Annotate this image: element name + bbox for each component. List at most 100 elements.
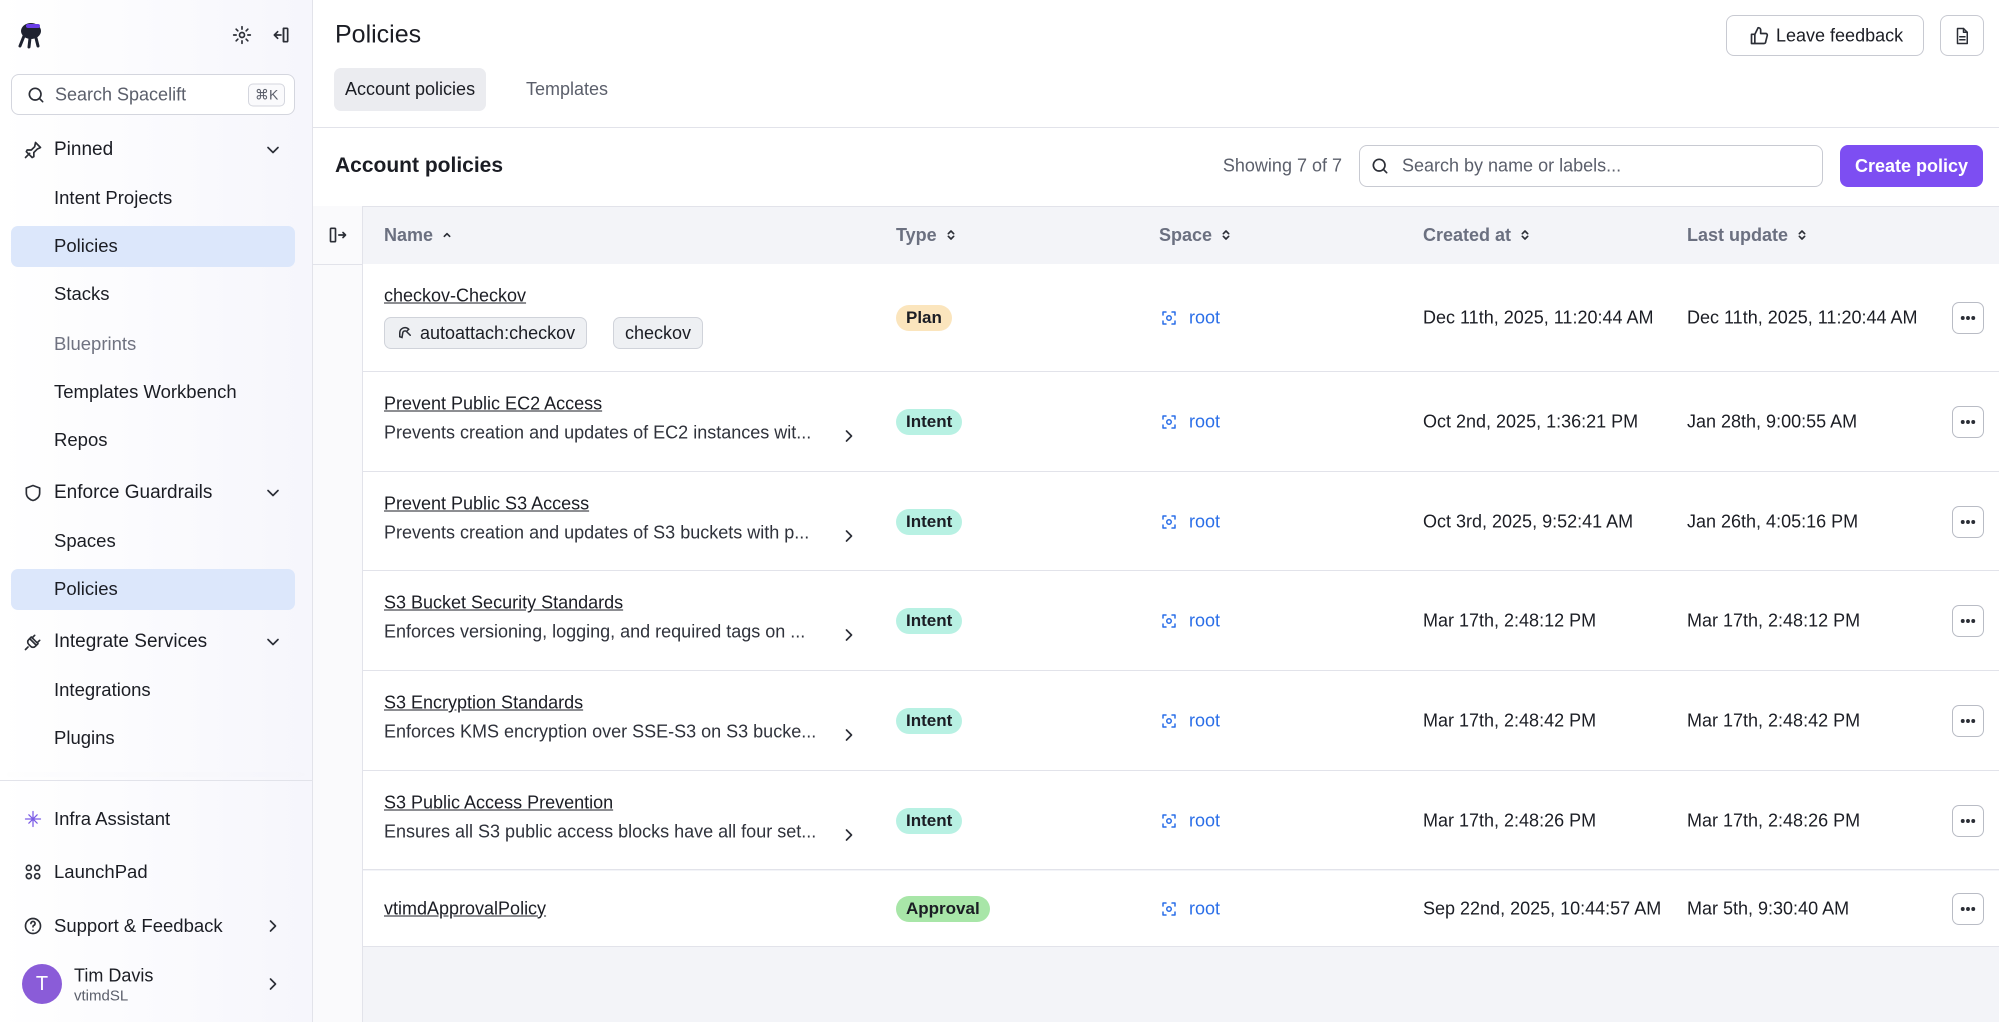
space-link[interactable]: root: [1189, 810, 1221, 831]
icon-shape: [24, 810, 42, 828]
expand-chevron: [839, 625, 859, 645]
leave-feedback-button[interactable]: Leave feedback: [1726, 15, 1924, 56]
icon-shape: [1960, 419, 1976, 424]
nav-item[interactable]: Intent Projects: [11, 178, 295, 219]
icon-shape: [1372, 158, 1388, 174]
policy-name-link[interactable]: Prevent Public EC2 Access: [384, 393, 603, 414]
type-badge: Intent: [896, 608, 963, 635]
expand-chevron: [839, 526, 859, 546]
policy-search[interactable]: Search by name or labels...: [1359, 145, 1823, 187]
row-menu-button[interactable]: [1952, 704, 1984, 737]
footer-item[interactable]: Support & Feedback: [0, 902, 312, 950]
last-update: Mar 17th, 2:48:26 PM: [1687, 810, 1861, 831]
group-icon: [23, 483, 43, 503]
create-policy-button[interactable]: Create policy: [1840, 145, 1983, 187]
icon-shape: [269, 978, 277, 990]
nav-item-label: Integrations: [54, 679, 151, 700]
icon-shape: [1960, 519, 1976, 524]
user-menu[interactable]: T Tim Davis vtimdSL: [0, 958, 312, 1010]
type-badge: Plan: [896, 305, 952, 331]
row-menu-button[interactable]: [1952, 804, 1984, 837]
nav-item[interactable]: Blueprints: [11, 324, 295, 365]
icon-shape: [1956, 27, 1968, 45]
more-icon: [1959, 712, 1977, 730]
icon-shape: [1966, 419, 1970, 424]
policy-name-link[interactable]: Prevent Public S3 Access: [384, 493, 590, 514]
icon-shape: [1162, 614, 1176, 628]
sort-icon: [1517, 227, 1533, 243]
row-menu-button[interactable]: [1952, 302, 1984, 334]
column-header[interactable]: Created at: [1423, 221, 1533, 249]
policy-name-link[interactable]: vtimdApprovalPolicy: [384, 898, 547, 918]
icon-shape: [845, 529, 853, 542]
footer-item[interactable]: Infra Assistant: [0, 795, 312, 843]
row-menu-button[interactable]: [1952, 405, 1984, 438]
space-icon: [1160, 309, 1178, 327]
column-header[interactable]: Name: [384, 221, 455, 249]
nav-item[interactable]: Policies: [11, 569, 295, 610]
page-title: Policies: [335, 20, 422, 49]
more-icon: [1959, 900, 1977, 918]
icon-shape: [238, 31, 246, 39]
icon-shape: [1162, 813, 1176, 828]
row-menu-button[interactable]: [1952, 605, 1984, 638]
created-at: Dec 11th, 2025, 11:20:44 AM: [1423, 307, 1654, 328]
icon-shape: [267, 489, 279, 497]
icon-shape: [329, 227, 347, 243]
search-placeholder: Search Spacelift: [55, 84, 187, 105]
last-update: Dec 11th, 2025, 11:20:44 AM: [1687, 307, 1918, 328]
space-link[interactable]: root: [1189, 307, 1221, 328]
policy-name-link[interactable]: checkov-Checkov: [384, 285, 527, 306]
column-label: Space: [1159, 224, 1213, 245]
footer-item[interactable]: LaunchPad: [0, 848, 312, 896]
space-icon: [1160, 413, 1178, 431]
column-header[interactable]: Type: [896, 221, 959, 249]
footer-icon: [23, 862, 43, 882]
policy-description: Enforces KMS encryption over SSE-S3 on S…: [384, 721, 817, 742]
nav-item[interactable]: Stacks: [11, 274, 295, 315]
nav-item[interactable]: Repos: [11, 420, 295, 461]
table-row: Prevent Public S3 Access Prevents creatio…: [363, 471, 1999, 572]
nav-item[interactable]: Policies: [11, 226, 295, 267]
icon-shape: [1960, 906, 1965, 911]
nav-group[interactable]: Integrate Services: [0, 618, 312, 666]
policy-name-link[interactable]: S3 Public Access Prevention: [384, 792, 614, 813]
nav-item[interactable]: Plugins: [11, 718, 295, 759]
sidebar-search[interactable]: Search Spacelift ⌘K: [11, 74, 295, 115]
table-row: S3 Bucket Security Standards Enforces ver…: [363, 571, 1999, 672]
policy-name-link[interactable]: S3 Bucket Security Standards: [384, 592, 624, 613]
tab[interactable]: Templates: [526, 79, 609, 99]
row-menu-button[interactable]: [1952, 892, 1984, 925]
space-link[interactable]: root: [1189, 710, 1221, 731]
space-link[interactable]: root: [1189, 610, 1221, 631]
icon-shape: [1960, 718, 1976, 723]
chevron-down: [263, 632, 283, 652]
row-menu-button[interactable]: [1952, 505, 1984, 538]
icon-shape: [1521, 230, 1529, 240]
column-header[interactable]: Space: [1159, 221, 1234, 249]
space-link[interactable]: root: [1189, 411, 1221, 432]
icon-shape: [1966, 818, 1970, 823]
space-link[interactable]: root: [1189, 898, 1221, 918]
icon-shape: [267, 146, 279, 154]
nav-group[interactable]: Enforce Guardrails: [0, 469, 312, 517]
space-icon: [1160, 612, 1178, 630]
icon-shape: [329, 227, 337, 243]
icon-shape: [1966, 906, 1970, 911]
nav-item[interactable]: Templates Workbench: [11, 372, 295, 413]
nav-item[interactable]: Spaces: [11, 521, 295, 562]
icon-shape: [1166, 315, 1172, 321]
docs-button[interactable]: [1940, 15, 1984, 56]
icon-shape: [269, 978, 277, 990]
policy-name-link[interactable]: S3 Encryption Standards: [384, 692, 584, 713]
column-header[interactable]: Last update: [1687, 221, 1810, 249]
nav-item[interactable]: Integrations: [11, 670, 295, 711]
nav-group[interactable]: Pinned: [0, 126, 312, 174]
icon-shape: [28, 87, 42, 101]
icon-shape: [1960, 906, 1976, 911]
space-link[interactable]: root: [1189, 511, 1221, 532]
icon-shape: [24, 152, 31, 159]
nav-item-label: Blueprints: [54, 333, 137, 354]
tab[interactable]: Account policies: [334, 68, 487, 111]
